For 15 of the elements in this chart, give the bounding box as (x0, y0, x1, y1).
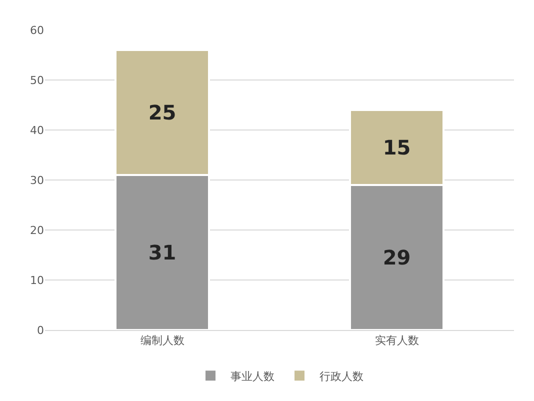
y-tick-label: 20 (30, 224, 44, 237)
x-tick-label: 编制人数 (140, 334, 184, 348)
y-tick-label: 60 (30, 24, 44, 37)
data-label: 25 (148, 100, 176, 124)
y-tick-label: 10 (30, 274, 44, 287)
y-tick-label: 50 (30, 74, 44, 87)
y-tick-label: 30 (30, 174, 44, 187)
data-label: 31 (148, 240, 176, 264)
legend-label: 事业人数 (230, 370, 274, 383)
y-tick-label: 0 (37, 324, 44, 337)
data-label: 15 (382, 136, 411, 160)
x-tick-label: 实有人数 (374, 334, 419, 348)
y-tick-label: 40 (30, 124, 44, 137)
legend-label: 行政人数 (320, 370, 364, 383)
data-label: 29 (382, 246, 411, 270)
